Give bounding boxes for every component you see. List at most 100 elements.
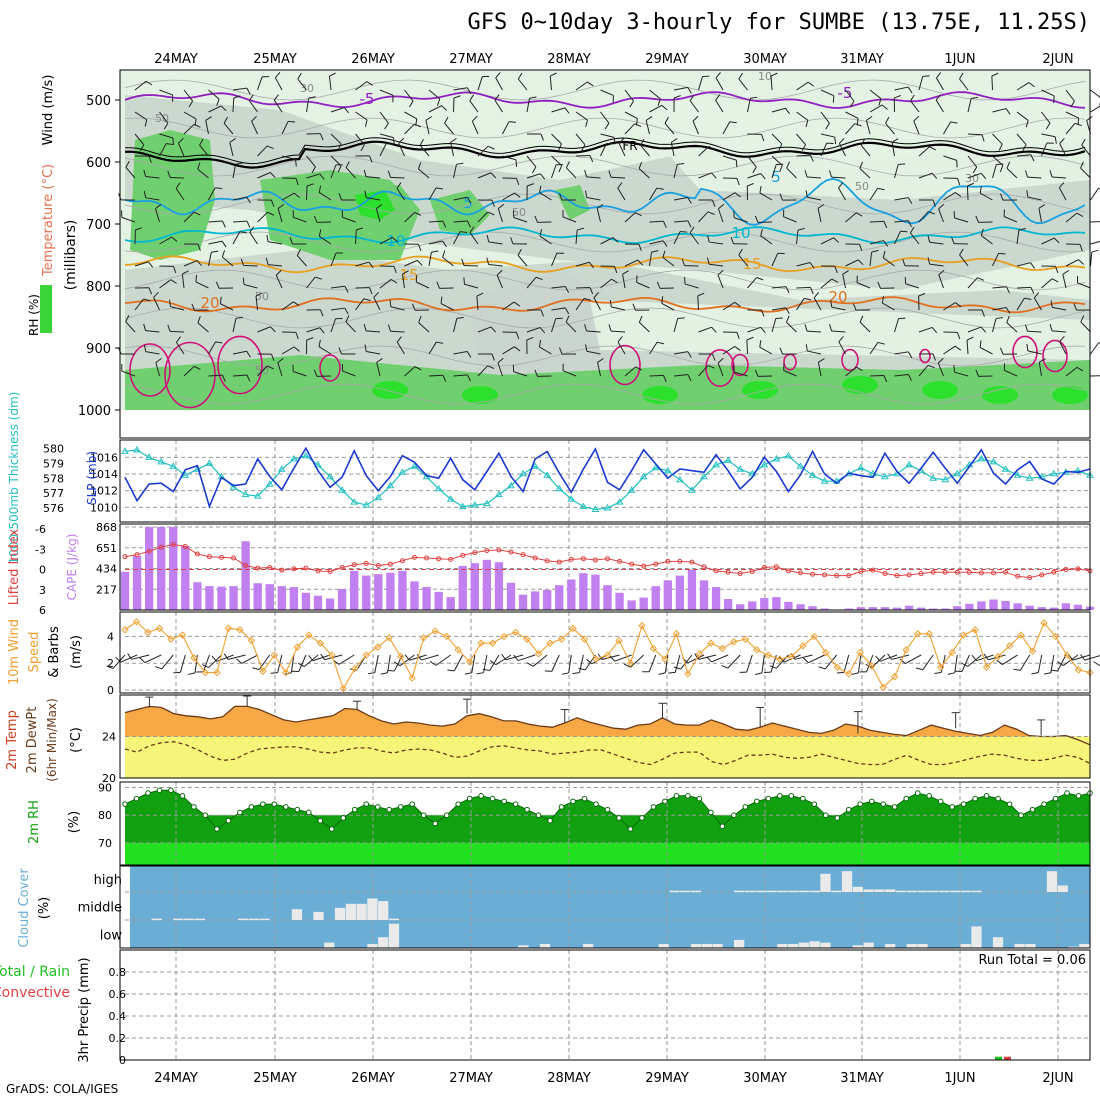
lifted-index-marker — [556, 559, 562, 565]
cloud-bar-high — [928, 890, 939, 893]
barb-flag — [838, 137, 845, 144]
barb-flag — [466, 87, 472, 95]
upper-wind-barbs — [118, 72, 1100, 383]
lifted-index-marker — [749, 569, 755, 575]
barb-shaft — [586, 350, 601, 355]
wind-barb — [649, 89, 661, 106]
isotherm-label: FR — [622, 139, 637, 153]
barb-flag — [561, 672, 569, 675]
barb-flag — [1074, 122, 1082, 127]
barb-shaft — [551, 252, 558, 267]
barb-shaft — [992, 108, 1007, 113]
barb-flag — [596, 204, 604, 209]
wind10-barb — [464, 654, 476, 675]
wind-barb — [450, 138, 457, 157]
rh-bright-patch — [372, 381, 408, 399]
wind10-marker — [419, 634, 428, 642]
barb-shaft — [824, 654, 838, 670]
wind10-barb — [297, 654, 319, 668]
barb-flag — [707, 211, 715, 215]
wind-barb — [796, 154, 814, 162]
wind-barb — [379, 111, 389, 130]
ylabel-wind: Wind (m/s) — [41, 75, 56, 146]
barb-shaft — [502, 121, 510, 135]
lifted-index-marker — [122, 554, 128, 560]
barb-shaft — [228, 654, 246, 660]
ylabel-lifted-index: Lifted Index — [7, 528, 22, 605]
barb-flag — [707, 365, 715, 369]
wind10-barb — [915, 654, 934, 671]
barb-flag — [937, 357, 944, 364]
barb-shaft — [578, 654, 584, 673]
barb-flag — [851, 672, 859, 675]
wind-barb — [1065, 366, 1084, 377]
rh-contour-label: 30 — [965, 172, 979, 185]
barb-shaft — [202, 654, 210, 673]
rh2m-marker — [995, 795, 1001, 802]
barb-shaft — [1033, 297, 1042, 311]
wind-barb — [1016, 111, 1029, 128]
barb-shaft — [820, 89, 834, 97]
barb-shaft — [404, 259, 418, 267]
wind10-marker — [1051, 632, 1060, 641]
wind-barb — [476, 292, 484, 311]
date-label-bottom: 26MAY — [351, 1071, 395, 1086]
wind10-marker — [144, 628, 152, 637]
wind-barb — [820, 133, 837, 145]
wind-barb — [1090, 375, 1100, 377]
wind-barb — [257, 326, 276, 333]
date-label-top: 26MAY — [351, 52, 395, 67]
wind-barb — [992, 133, 1003, 151]
barb-flag — [760, 326, 766, 333]
barb-flag — [252, 667, 260, 671]
lifted-index-marker — [761, 564, 767, 570]
thickness-marker — [579, 502, 588, 510]
thickness-marker — [591, 505, 600, 512]
lifted-index-marker — [978, 570, 984, 576]
barb-flag — [404, 654, 410, 661]
wind10-barb — [1031, 654, 1043, 675]
date-label-bottom: 27MAY — [449, 1071, 493, 1086]
barb-flag — [957, 332, 961, 340]
wind-barb — [257, 76, 270, 91]
barb-flag — [980, 326, 987, 333]
cloud-bar-low — [820, 942, 831, 948]
temp-minmax-bar — [756, 706, 765, 728]
barb-flag — [459, 231, 468, 233]
rh-light-strip — [590, 300, 1090, 360]
barb-shaft — [1027, 196, 1042, 201]
barb-shaft — [183, 123, 195, 135]
wind-barb — [938, 203, 945, 223]
wind-barb — [296, 249, 307, 267]
cloud-bar-low — [787, 943, 799, 948]
rh2m-marker — [397, 804, 404, 810]
barb-flag — [587, 81, 594, 87]
barb-flag — [266, 234, 269, 242]
barb-shaft — [539, 235, 552, 245]
rh2m-marker — [512, 801, 519, 807]
barb-shaft — [1016, 111, 1029, 121]
wind10-marker — [546, 639, 554, 647]
barb-shaft — [820, 237, 834, 245]
barb-shaft — [379, 236, 393, 245]
rh2m-marker — [903, 795, 909, 802]
barb-shaft — [145, 330, 160, 333]
barb-shaft — [428, 252, 432, 267]
wind-barb — [943, 345, 962, 355]
lifted-index-marker — [231, 555, 237, 561]
lifted-index-marker — [677, 558, 683, 564]
barb-shaft — [759, 192, 773, 201]
barb-flag — [1039, 358, 1046, 363]
wind10-barb — [721, 654, 741, 669]
wind-barb — [154, 203, 162, 223]
lifted-index-marker — [219, 554, 224, 560]
barb-shaft — [355, 81, 367, 91]
barb-flag — [461, 258, 465, 266]
wind-barb — [257, 199, 275, 207]
lifted-index-marker — [641, 563, 647, 569]
wind10-marker — [994, 652, 1002, 661]
barb-shaft — [624, 212, 636, 223]
thickness-marker — [772, 454, 781, 462]
wind-barb — [379, 236, 398, 245]
barb-flag — [199, 138, 204, 146]
